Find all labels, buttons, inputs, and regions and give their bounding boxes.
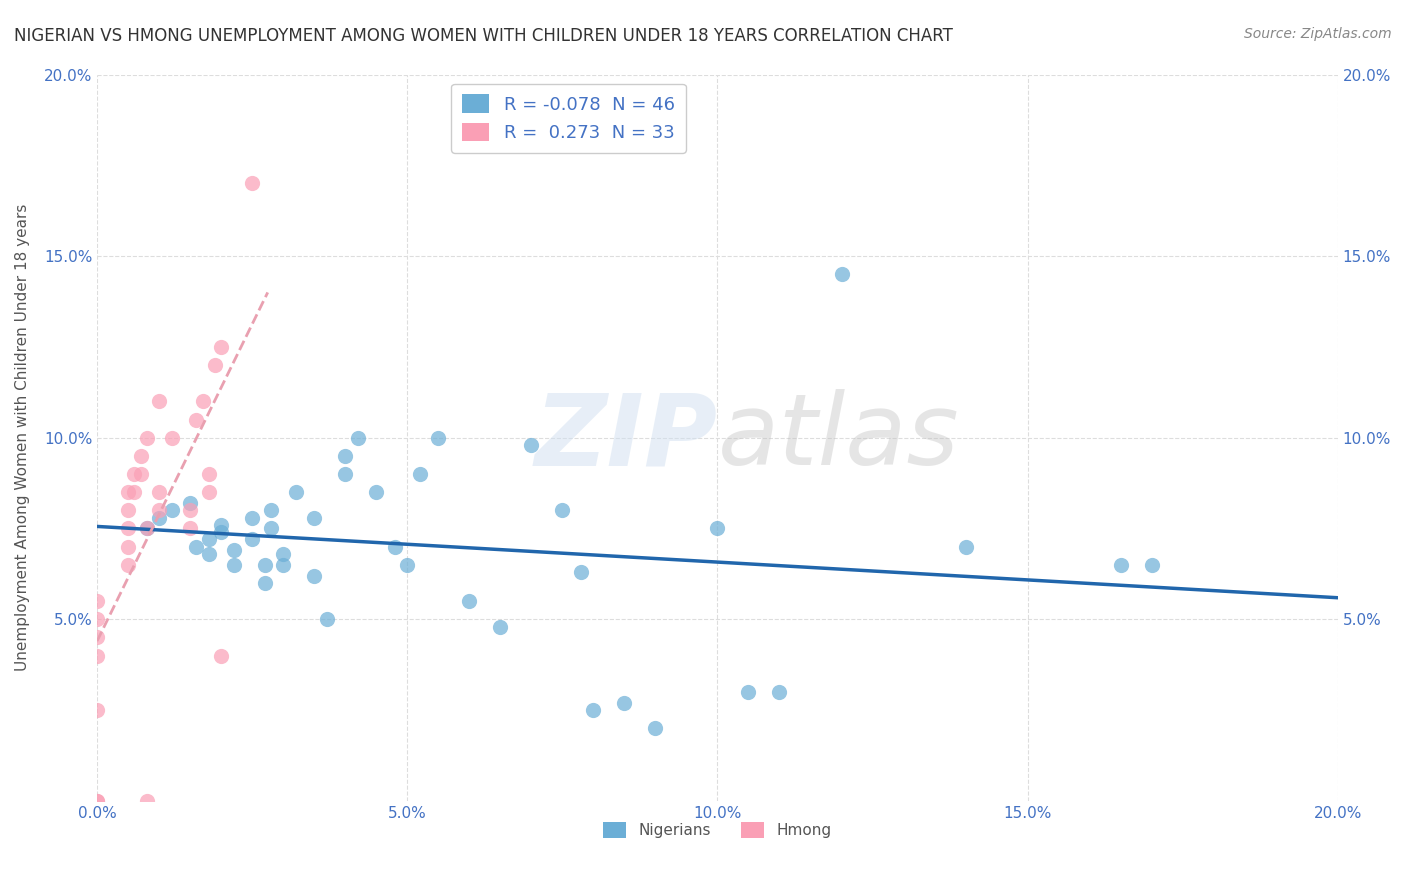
Point bbox=[768, 685, 790, 699]
Point bbox=[366, 485, 388, 500]
Point bbox=[209, 340, 232, 354]
Point bbox=[160, 503, 183, 517]
Point bbox=[271, 547, 294, 561]
Point bbox=[86, 631, 108, 645]
Point bbox=[706, 521, 728, 535]
Text: atlas: atlas bbox=[717, 389, 959, 486]
Point bbox=[335, 449, 357, 463]
Point bbox=[186, 540, 208, 554]
Point bbox=[260, 503, 283, 517]
Point bbox=[197, 467, 219, 481]
Point bbox=[197, 547, 219, 561]
Legend: Nigerians, Hmong: Nigerians, Hmong bbox=[598, 816, 838, 844]
Point bbox=[613, 696, 636, 710]
Point bbox=[160, 431, 183, 445]
Point bbox=[179, 521, 201, 535]
Point bbox=[197, 533, 219, 547]
Point bbox=[489, 619, 512, 633]
Point bbox=[86, 594, 108, 608]
Point bbox=[117, 503, 139, 517]
Point bbox=[209, 517, 232, 532]
Point bbox=[260, 521, 283, 535]
Point bbox=[644, 721, 666, 735]
Y-axis label: Unemployment Among Women with Children Under 18 years: Unemployment Among Women with Children U… bbox=[15, 204, 30, 672]
Text: NIGERIAN VS HMONG UNEMPLOYMENT AMONG WOMEN WITH CHILDREN UNDER 18 YEARS CORRELAT: NIGERIAN VS HMONG UNEMPLOYMENT AMONG WOM… bbox=[14, 27, 953, 45]
Point bbox=[551, 503, 574, 517]
Point bbox=[302, 568, 325, 582]
Point bbox=[197, 485, 219, 500]
Point bbox=[148, 503, 170, 517]
Point bbox=[186, 412, 208, 426]
Point bbox=[135, 431, 157, 445]
Point bbox=[409, 467, 432, 481]
Point bbox=[222, 558, 245, 572]
Point bbox=[124, 485, 146, 500]
Point bbox=[222, 543, 245, 558]
Point bbox=[129, 449, 152, 463]
Point bbox=[384, 540, 406, 554]
Point bbox=[284, 485, 307, 500]
Point bbox=[569, 565, 592, 579]
Point bbox=[346, 431, 368, 445]
Text: Source: ZipAtlas.com: Source: ZipAtlas.com bbox=[1244, 27, 1392, 41]
Point bbox=[955, 540, 977, 554]
Point bbox=[271, 558, 294, 572]
Point bbox=[117, 521, 139, 535]
Point bbox=[1140, 558, 1163, 572]
Point bbox=[240, 510, 263, 524]
Point bbox=[253, 558, 276, 572]
Point bbox=[86, 648, 108, 663]
Point bbox=[117, 558, 139, 572]
Point bbox=[240, 177, 263, 191]
Point bbox=[396, 558, 419, 572]
Point bbox=[520, 438, 543, 452]
Point bbox=[427, 431, 450, 445]
Point bbox=[209, 525, 232, 540]
Point bbox=[458, 594, 481, 608]
Point bbox=[315, 612, 337, 626]
Point bbox=[335, 467, 357, 481]
Point bbox=[582, 703, 605, 717]
Point bbox=[191, 394, 214, 409]
Point bbox=[117, 540, 139, 554]
Point bbox=[124, 467, 146, 481]
Point bbox=[1109, 558, 1132, 572]
Point bbox=[179, 503, 201, 517]
Point bbox=[86, 794, 108, 808]
Point bbox=[135, 521, 157, 535]
Point bbox=[86, 703, 108, 717]
Point bbox=[204, 358, 226, 372]
Point bbox=[117, 485, 139, 500]
Point bbox=[148, 394, 170, 409]
Point bbox=[831, 267, 853, 281]
Point bbox=[209, 648, 232, 663]
Point bbox=[135, 794, 157, 808]
Point bbox=[179, 496, 201, 510]
Point bbox=[129, 467, 152, 481]
Point bbox=[737, 685, 759, 699]
Point bbox=[302, 510, 325, 524]
Point bbox=[148, 485, 170, 500]
Point bbox=[253, 576, 276, 591]
Point bbox=[86, 612, 108, 626]
Point bbox=[135, 521, 157, 535]
Point bbox=[148, 510, 170, 524]
Point bbox=[86, 794, 108, 808]
Point bbox=[240, 533, 263, 547]
Text: ZIP: ZIP bbox=[534, 389, 717, 486]
